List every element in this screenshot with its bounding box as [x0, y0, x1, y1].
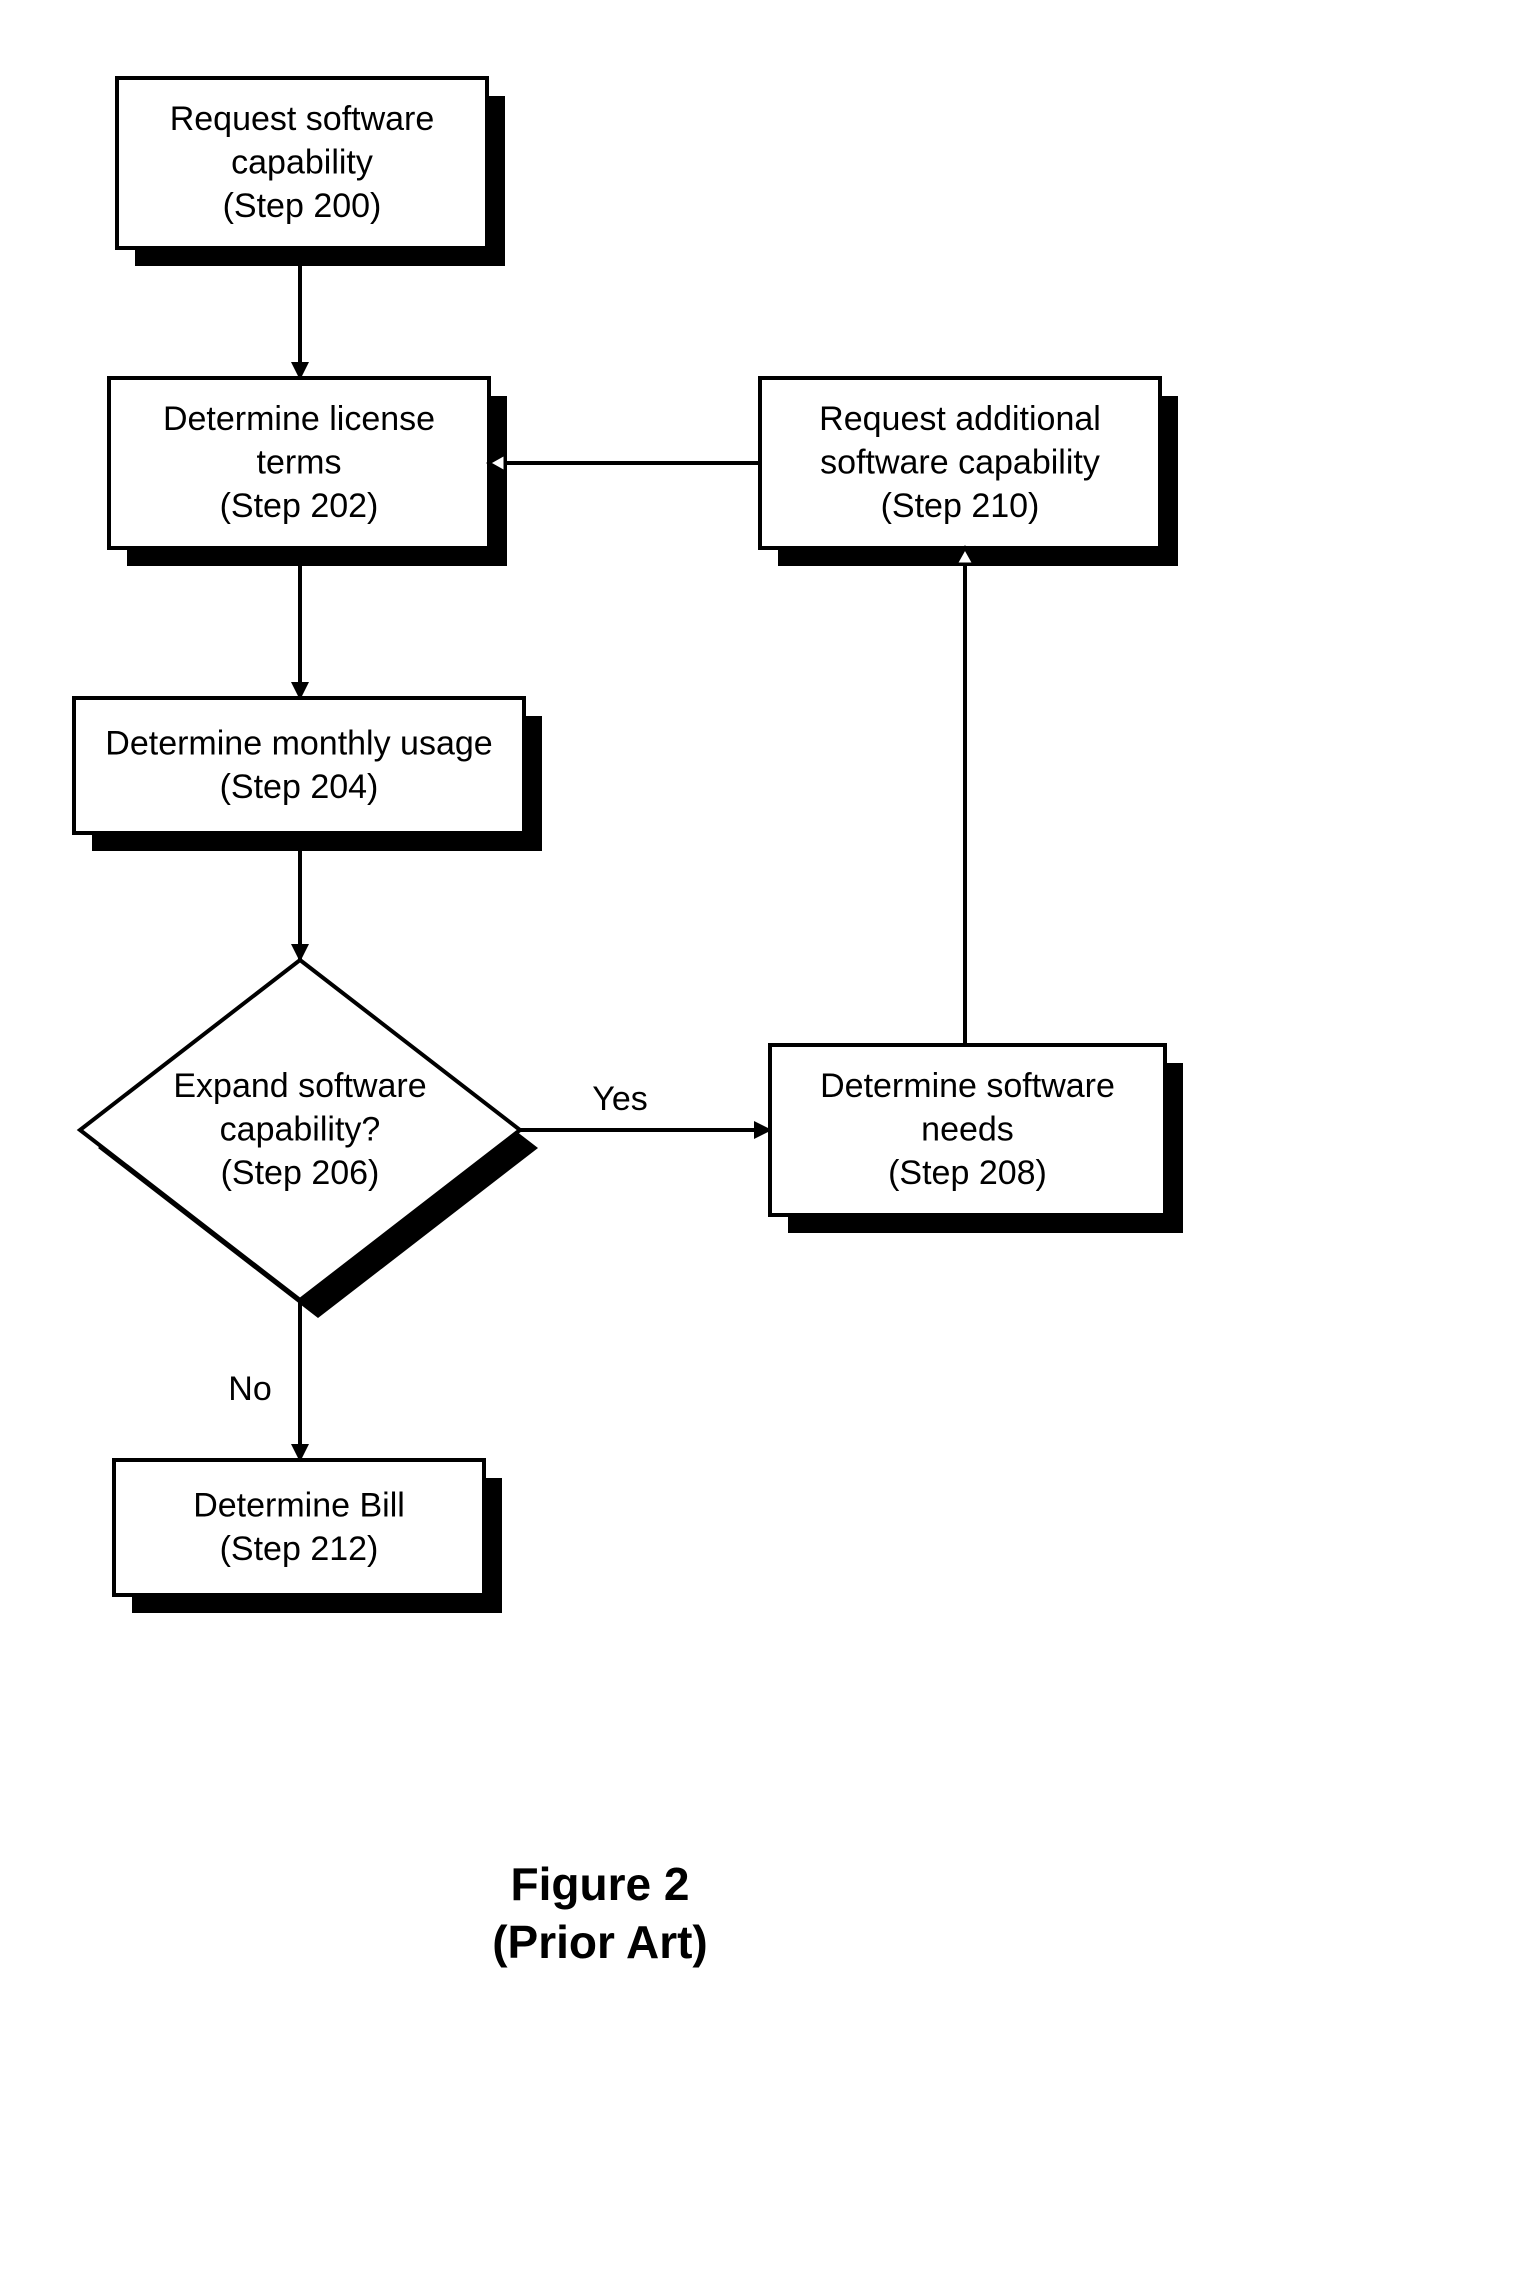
node-n200-line-0: Request software — [170, 100, 435, 138]
node-n206-line-2: (Step 206) — [221, 1154, 380, 1192]
edge-label-3: Yes — [592, 1080, 647, 1118]
node-n204-line-1: (Step 204) — [220, 768, 379, 806]
node-n208-line-1: needs — [921, 1111, 1014, 1149]
node-n208-line-0: Determine software — [820, 1067, 1115, 1105]
figure-caption-line-0: Figure 2 — [511, 1858, 690, 1910]
node-n204 — [74, 698, 524, 833]
node-n202-line-1: terms — [257, 444, 342, 482]
node-n202-line-0: Determine license — [163, 400, 435, 438]
edge-label-4: No — [228, 1370, 271, 1408]
node-n204-line-0: Determine monthly usage — [105, 724, 492, 762]
node-n212-line-0: Determine Bill — [193, 1486, 405, 1524]
node-n200-line-2: (Step 200) — [223, 187, 382, 225]
node-n200-line-1: capability — [231, 144, 373, 182]
node-n210-line-2: (Step 210) — [881, 487, 1040, 525]
node-n206-line-1: capability? — [220, 1111, 381, 1149]
node-n210-line-1: software capability — [820, 444, 1100, 482]
node-n202-line-2: (Step 202) — [220, 487, 379, 525]
node-n206-line-0: Expand software — [173, 1067, 426, 1105]
node-n208-line-2: (Step 208) — [888, 1154, 1047, 1192]
node-n210-line-0: Request additional — [819, 400, 1101, 438]
node-n212-line-1: (Step 212) — [220, 1530, 379, 1568]
node-n212 — [114, 1460, 484, 1595]
figure-caption-line-1: (Prior Art) — [492, 1916, 708, 1968]
